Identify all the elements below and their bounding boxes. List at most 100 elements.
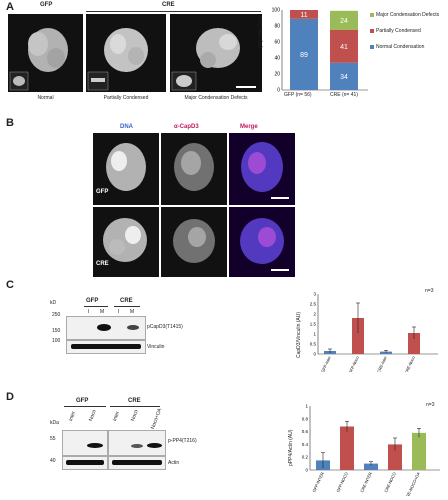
panel-c-band-vinculin: Vinculin xyxy=(147,344,165,350)
panel-c-lane-1: I xyxy=(88,309,90,315)
bar xyxy=(388,444,402,470)
panel-c-lane-3: I xyxy=(118,309,120,315)
panel-d-cre: CRE xyxy=(128,398,141,404)
panel-a-xlabel-gfp: GFP (n= 56) xyxy=(284,92,312,98)
y-tick-label: 0.8 xyxy=(302,416,309,421)
panel-c-blot-vinculin xyxy=(66,340,146,354)
micrograph-major-defects xyxy=(170,14,262,92)
panel-d-lane-2: Noco xyxy=(88,409,98,423)
y-tick-label: 0.4 xyxy=(302,442,309,447)
panel-d-marker-55: 55 xyxy=(50,436,56,442)
caption-normal: Normal xyxy=(37,95,54,101)
x-tick-label: CRE-NOCO+OA xyxy=(404,471,421,496)
panel-d-kda: kDa xyxy=(50,420,59,426)
panel-b-cre-capd3 xyxy=(161,207,227,277)
panel-a-stacked-chart: 0 20 40 60 80 100 89 11 34 41 24 xyxy=(272,8,368,94)
panel-d-chart: 0 0.2 0.4 0.6 0.8 1 GFP-INTER GFP-NOCO CRE-INTER… xyxy=(302,404,440,496)
y-tick-label: 20 xyxy=(274,72,280,78)
panel-d-blot-pp4-cre xyxy=(108,430,166,456)
y-tick-label: 0 xyxy=(277,88,280,94)
segment-label: 41 xyxy=(340,44,348,51)
x-tick-label: GFP-INTER xyxy=(311,471,325,493)
stack-segment-remainder xyxy=(290,10,318,19)
panel-c-marker-150: 150 xyxy=(52,328,61,334)
segment-label: 34 xyxy=(340,74,348,81)
panel-d-marker-40: 40 xyxy=(50,458,56,464)
panel-c-cre-line xyxy=(114,306,140,307)
y-tick-label: 60 xyxy=(274,40,280,46)
blot-band xyxy=(131,444,143,448)
bars: 0 0.5 1 1.5 2 2.5 3 GFP-Inter GFP-Noco CRE-Inter C… xyxy=(310,292,438,372)
bar xyxy=(412,432,426,470)
segment-label: 11 xyxy=(300,12,307,19)
panel-d-gfp-line xyxy=(64,406,106,407)
panel-d-band-pp4: p-PP4(T216) xyxy=(168,438,197,444)
stack-segment xyxy=(330,62,358,90)
micrograph-normal xyxy=(8,14,83,92)
legend-major: Major Condensation Defects xyxy=(370,12,446,18)
y-tick-label: 2.5 xyxy=(310,302,317,307)
bars: 0 0.2 0.4 0.6 0.8 1 GFP-INTER GFP-NOCO CRE-INTER… xyxy=(302,404,440,496)
micrograph-partially-condensed xyxy=(86,14,166,92)
panel-c-lane-4: M xyxy=(130,309,135,315)
caption-major-defects: Major Condensation Defects xyxy=(184,95,248,101)
x-tick-label: CRE-INTER xyxy=(359,471,373,493)
panel-c-n: n=3 xyxy=(425,288,434,294)
bar xyxy=(364,463,378,470)
y-tick-label: 0.5 xyxy=(310,342,317,347)
y-tick-label: 0 xyxy=(305,468,308,473)
panel-c-cre: CRE xyxy=(120,298,133,304)
panel-d-n: n=3 xyxy=(426,402,435,408)
y-tick-label: 1.5 xyxy=(310,322,317,327)
y-tick-label: 1 xyxy=(313,332,316,337)
panel-c-blot-pcapd3 xyxy=(66,316,146,340)
stacked-bars: 0 20 40 60 80 100 89 11 34 41 24 xyxy=(272,8,368,94)
panel-d-blot-actin-gfp xyxy=(62,456,108,470)
y-tick-label: 2 xyxy=(313,312,316,317)
panel-a-legend: Major Condensation Defects Partially Con… xyxy=(370,12,446,50)
panel-d-lane-5: Noco+OA xyxy=(150,407,164,431)
x-tick-label: GFP-Inter xyxy=(320,355,332,372)
panel-b-col-dna: DNA xyxy=(120,124,133,130)
segment-label: 24 xyxy=(340,18,348,25)
y-tick-label: 1 xyxy=(305,404,308,409)
legend-swatch-normal xyxy=(370,45,374,49)
panel-a-cre-bracket xyxy=(86,11,261,12)
y-tick-label: 40 xyxy=(274,56,280,62)
legend-partial: Partially Condensed xyxy=(370,28,446,34)
panel-c-marker-100: 100 xyxy=(52,338,61,344)
panel-d-blot-pp4-gfp xyxy=(62,430,108,456)
legend-swatch-partial xyxy=(370,29,374,33)
panel-d-band-actin: Actin xyxy=(168,460,180,466)
panel-b-gfp-dna xyxy=(93,133,159,205)
panel-c-kda: kD xyxy=(50,300,57,306)
bar xyxy=(340,426,354,470)
panel-c-chart: 0 0.5 1 1.5 2 2.5 3 GFP-Inter GFP-Noco CRE-Inter C… xyxy=(310,292,438,372)
x-tick-label: CRE-Inter xyxy=(376,355,388,372)
blot-band xyxy=(87,443,103,448)
x-tick-label: CRE-Noco xyxy=(403,355,416,372)
blot-band xyxy=(97,324,111,331)
segment-label: 89 xyxy=(300,52,308,59)
panel-d-gfp: GFP xyxy=(76,398,89,404)
panel-a-xlabel-cre: CRE (n= 41) xyxy=(330,92,358,98)
panel-d-lane-3: Inter xyxy=(112,410,122,423)
y-tick-label: 0.6 xyxy=(302,429,309,434)
blot-band xyxy=(66,460,104,465)
panel-b-row-gfp: GFP xyxy=(96,189,109,195)
blot-band xyxy=(147,443,162,448)
stack-segment xyxy=(290,18,318,90)
legend-swatch-major xyxy=(370,13,374,17)
panel-d-letter: D xyxy=(6,391,14,403)
panel-c-band-pcapd3: pCapD3(T1415) xyxy=(147,324,183,330)
y-tick-label: 3 xyxy=(313,292,316,297)
panel-a-gfp-label: GFP xyxy=(40,2,53,8)
stack-segment xyxy=(330,10,358,30)
panel-b-col-capd3: α-CapD3 xyxy=(174,124,199,130)
panel-b-col-merge: Merge xyxy=(240,124,258,130)
panel-d-blot-actin-cre xyxy=(108,456,166,470)
panel-a-cre-label: CRE xyxy=(162,2,175,8)
y-tick-label: 100 xyxy=(272,8,281,14)
legend-normal: Normal Condensation xyxy=(370,44,446,50)
panel-b-row-cre: CRE xyxy=(96,261,109,267)
